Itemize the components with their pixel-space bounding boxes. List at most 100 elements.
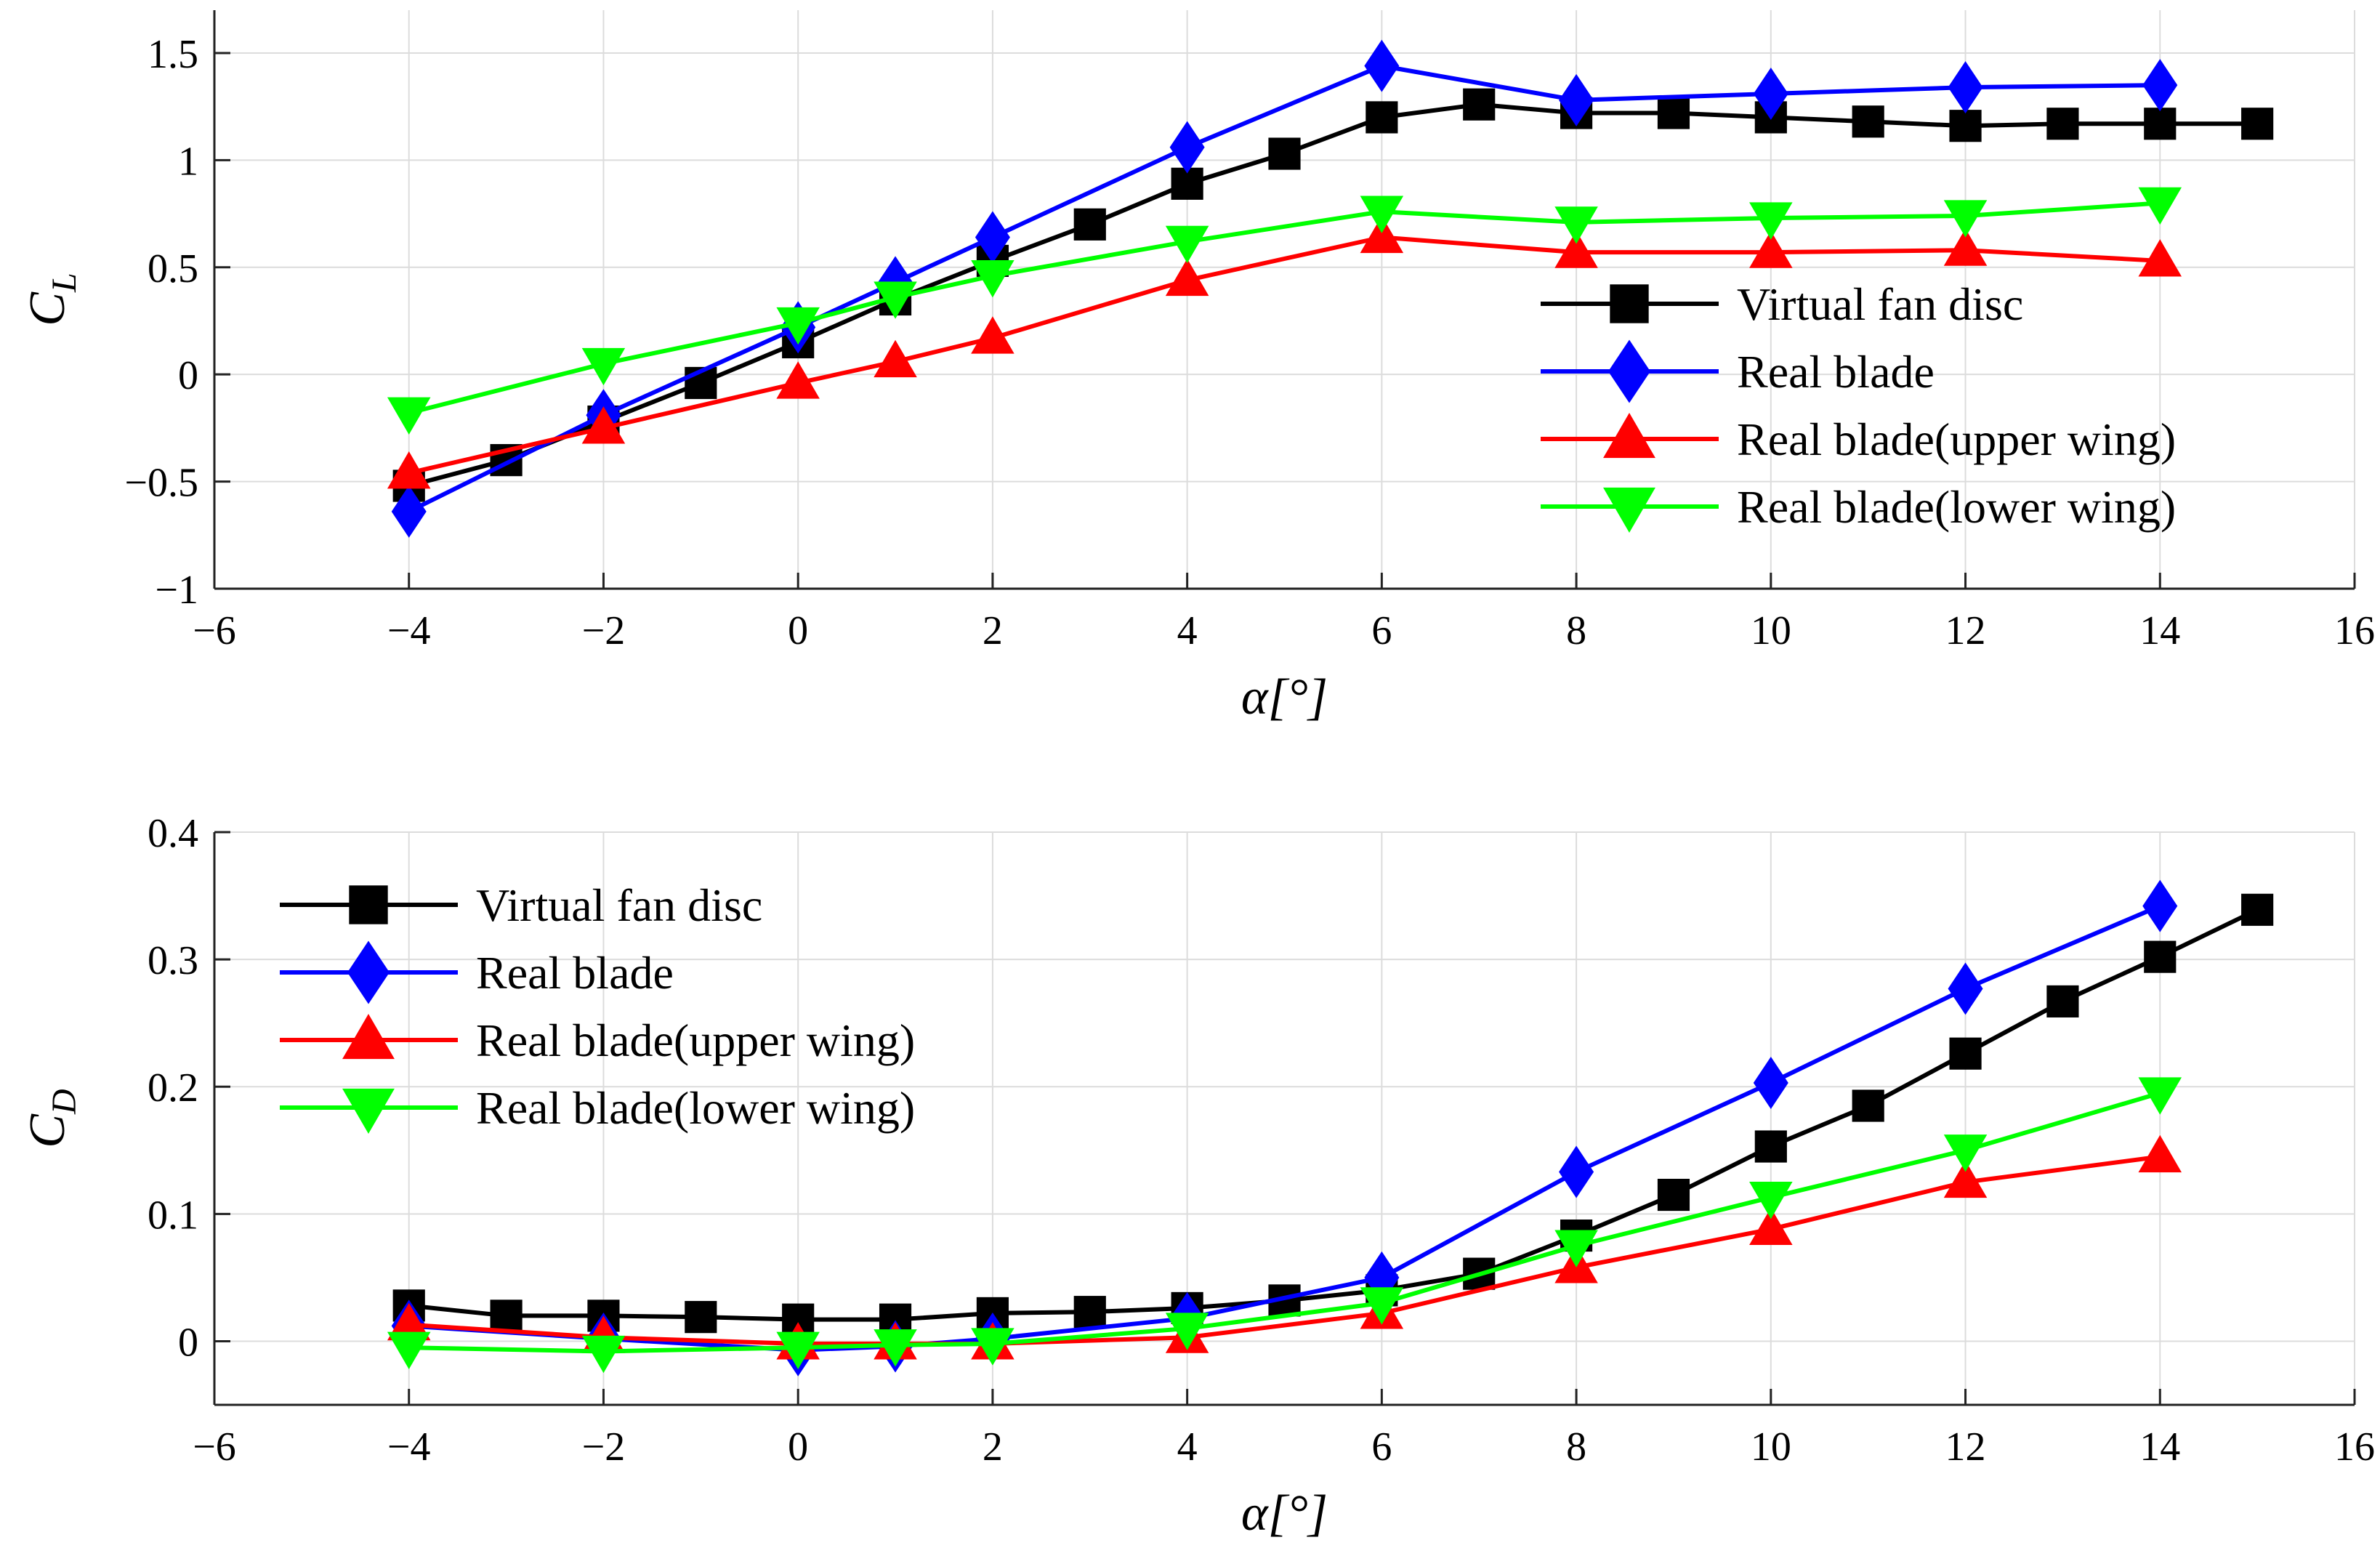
legend-marker (1603, 487, 1655, 533)
legend-marker (1610, 284, 1649, 323)
legend-marker (347, 940, 390, 1004)
data-point (1559, 73, 1594, 126)
data-point (387, 1302, 431, 1341)
x-tick-label: −2 (582, 608, 626, 653)
x-axis-label: α[°] (1241, 669, 1328, 725)
x-tick-label: 8 (1566, 1424, 1586, 1470)
x-tick-label: −4 (387, 1424, 431, 1470)
data-point (1852, 1089, 1884, 1122)
data-point (1749, 230, 1793, 268)
data-point (1165, 225, 1209, 264)
y-tick-label: 0 (178, 353, 198, 398)
legend-label: Real blade (1737, 346, 1935, 398)
x-tick-label: 16 (2334, 1424, 2375, 1470)
data-point (2046, 108, 2079, 140)
data-point (776, 1331, 820, 1369)
data-point (1753, 1056, 1788, 1109)
legend-marker (342, 1088, 395, 1134)
data-point (1073, 1296, 1106, 1329)
x-tick-label: 0 (788, 608, 808, 653)
data-point (1943, 200, 1988, 238)
data-point (1073, 208, 1106, 241)
series-triangle-up (387, 215, 2182, 489)
data-point (2046, 985, 2079, 1017)
data-point (387, 397, 431, 435)
data-point (2138, 187, 2182, 225)
data-point (1753, 67, 1788, 120)
data-point (1463, 88, 1496, 121)
data-point (1169, 121, 1205, 174)
y-tick-label: 0.5 (148, 246, 198, 291)
x-tick-label: 2 (983, 1424, 1003, 1470)
y-axis-label: CD (20, 1089, 84, 1148)
legend-marker (349, 885, 388, 924)
data-point (874, 339, 917, 378)
legend-label: Real blade(upper wing) (476, 1015, 915, 1066)
x-tick-label: −2 (582, 1424, 626, 1470)
data-point (776, 307, 820, 345)
data-point (1949, 110, 1982, 142)
data-point (971, 259, 1014, 298)
series-triangle-down (387, 1077, 2182, 1374)
legend-label: Virtual fan disc (1737, 278, 2023, 330)
chart-1-legend: Virtual fan disc Real blade Real blade(upp… (1541, 278, 2176, 533)
x-tick-label: 2 (983, 608, 1003, 653)
data-point (1852, 105, 1884, 138)
data-point (1268, 137, 1301, 170)
data-point (581, 347, 626, 386)
data-point (1754, 1130, 1787, 1163)
data-point (1949, 1037, 1982, 1070)
y-axis-label-sub: D (45, 1089, 84, 1115)
data-point (1749, 202, 1793, 240)
data-point (1554, 230, 1598, 268)
x-tick-label: 8 (1566, 608, 1586, 653)
data-point (387, 1331, 431, 1369)
data-point (1366, 101, 1398, 134)
data-point (1943, 1134, 1988, 1172)
y-tick-label: 0.3 (148, 938, 198, 983)
legend-marker (1608, 339, 1650, 403)
data-point (1749, 1207, 1793, 1245)
y-axis-label: CL (20, 273, 84, 326)
data-point (1364, 39, 1400, 92)
x-axis-label: α[°] (1241, 1486, 1328, 1541)
data-point (1165, 1313, 1209, 1350)
data-point (1165, 258, 1209, 297)
chart-2: −6 −4 −2 0 2 4 6 8 10 12 14 16 0 0.1 0.2 0.3 0.4 α[°] CD Vi… (20, 811, 2375, 1541)
data-point (1554, 1230, 1598, 1267)
data-point (2144, 108, 2177, 140)
data-point (1360, 196, 1404, 233)
data-point (1360, 215, 1404, 254)
x-tick-label: 0 (788, 1424, 808, 1470)
legend-label: Virtual fan disc (476, 879, 762, 931)
x-tick-label: 12 (1945, 608, 1986, 653)
x-tick-label: 6 (1371, 608, 1392, 653)
data-point (874, 1329, 917, 1367)
data-point (1360, 1287, 1404, 1325)
x-tick-label: −6 (193, 1424, 236, 1470)
x-tick-label: −4 (387, 608, 431, 653)
data-point (2142, 879, 2178, 932)
chart-2-legend: Virtual fan disc Real blade Real blade(upp… (280, 879, 915, 1134)
y-tick-label: 0 (178, 1320, 198, 1365)
data-point (971, 1328, 1014, 1366)
y-tick-label: 0.2 (148, 1065, 198, 1110)
legend-marker (342, 1014, 395, 1060)
data-point (1948, 962, 1983, 1015)
data-point (2241, 108, 2274, 140)
data-point (2144, 940, 2177, 973)
data-point (1559, 1145, 1594, 1198)
data-point (685, 1301, 717, 1334)
y-axis-label-main: C (20, 291, 76, 326)
x-tick-label: 4 (1177, 608, 1198, 653)
data-point (581, 406, 626, 444)
data-point (1943, 1160, 1988, 1198)
x-tick-label: 4 (1177, 1424, 1198, 1470)
chart-1: −6 −4 −2 0 2 4 6 8 10 12 14 16 −1 −0.5 0 0.5 1 1.5 α[°] CL V… (20, 10, 2375, 725)
legend-label: Real blade(upper wing) (1737, 414, 2176, 465)
data-point (581, 1335, 626, 1374)
legend-label: Real blade (476, 947, 674, 999)
data-point (387, 451, 431, 489)
